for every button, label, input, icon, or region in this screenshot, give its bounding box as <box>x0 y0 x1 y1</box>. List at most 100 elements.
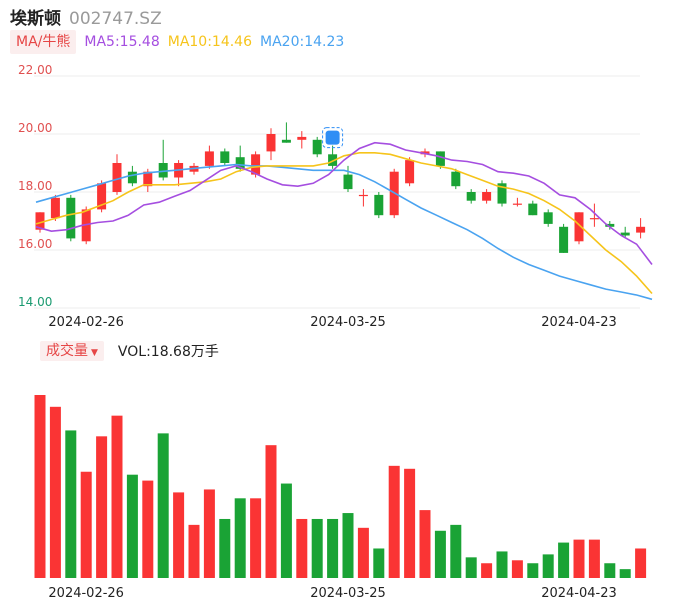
candle-body <box>543 212 553 224</box>
volume-bar <box>604 563 616 578</box>
candle-body <box>35 212 45 230</box>
candle-body <box>559 226 569 253</box>
volume-bar <box>404 468 416 578</box>
volume-bar <box>96 436 108 578</box>
volume-bar <box>65 430 77 578</box>
candle <box>482 189 492 204</box>
volume-bar <box>573 539 585 578</box>
volume-bar <box>250 498 262 578</box>
candle-body <box>358 194 368 197</box>
ma5-legend: MA5:15.48 <box>84 34 160 50</box>
ma10-line <box>35 152 653 295</box>
volume-bar <box>342 513 354 578</box>
volume-bar <box>111 415 123 578</box>
candle <box>343 165 353 192</box>
volume-bar <box>511 560 523 578</box>
candle <box>636 218 646 239</box>
x-tick-label: 2024-03-25 <box>310 586 386 601</box>
y-tick-label: 16.00 <box>18 237 52 251</box>
volume-bar <box>558 542 570 578</box>
x-tick-label: 2024-02-26 <box>48 315 124 330</box>
candle <box>589 203 599 227</box>
ma-lines <box>35 141 653 301</box>
candle <box>50 194 60 221</box>
candle-body <box>235 157 245 169</box>
volume-bar <box>157 433 169 578</box>
candle <box>266 128 276 161</box>
volume-bar <box>126 474 138 578</box>
volume-bar <box>234 498 246 578</box>
volume-bar <box>327 518 339 578</box>
x-tick-label: 2024-04-23 <box>541 586 617 601</box>
volume-bar <box>373 548 385 578</box>
candle-body <box>589 218 599 220</box>
candle-body <box>97 183 107 210</box>
candle <box>312 136 322 158</box>
candle-body <box>435 151 445 166</box>
candle <box>405 157 415 187</box>
ma10-legend: MA10:14.46 <box>167 34 253 50</box>
candle-body <box>405 160 415 184</box>
ma-indicator-selector[interactable]: MA/牛熊 <box>10 30 77 54</box>
volume-bar <box>419 510 431 578</box>
candle-body <box>497 183 507 204</box>
y-tick-label: 20.00 <box>18 121 52 135</box>
volume-indicator-selector[interactable]: 成交量 ▼ <box>40 341 104 361</box>
candle <box>512 197 522 207</box>
candle-body <box>251 154 261 175</box>
volume-bar <box>588 539 600 578</box>
event-marker-icon[interactable] <box>325 130 340 145</box>
candle <box>174 160 184 187</box>
candle-body <box>574 212 584 242</box>
candle <box>158 139 168 181</box>
candle-body <box>328 154 338 166</box>
candle <box>66 194 76 242</box>
volume-bar <box>481 563 493 578</box>
candle <box>97 180 107 213</box>
volume-bar <box>219 518 231 578</box>
ma5-line <box>35 141 653 265</box>
x-tick-label: 2024-04-23 <box>541 315 617 330</box>
volume-bar <box>80 471 92 578</box>
candle-body <box>143 171 153 187</box>
x-tick-label: 2024-03-25 <box>310 315 386 330</box>
volume-tag-label: 成交量 <box>46 343 88 359</box>
candle <box>528 200 538 216</box>
event-marker[interactable] <box>322 127 344 149</box>
candle-body <box>512 203 522 205</box>
candle <box>466 189 476 204</box>
volume-bar <box>527 563 539 578</box>
candle-body <box>297 136 307 140</box>
x-axis-labels: 2024-02-26 2024-02-26 2024-03-25 2024-03-25… <box>48 315 616 601</box>
candle <box>281 122 291 143</box>
y-tick-label: 18.00 <box>18 179 52 193</box>
candle-body <box>451 171 461 187</box>
volume-bar <box>34 395 46 578</box>
y-tick-label: 14.00 <box>18 295 52 309</box>
candle <box>204 145 214 169</box>
candle-body <box>266 134 276 152</box>
volume-bar <box>388 465 400 578</box>
volume-bar <box>357 527 369 578</box>
ma-legend: MA/牛熊 MA5:15.48 MA10:14.46 MA20:14.23 <box>10 30 344 54</box>
candle <box>605 221 615 230</box>
candle-body <box>374 194 384 216</box>
volume-bar <box>496 551 508 578</box>
candle-body <box>620 232 630 236</box>
candle <box>297 131 307 149</box>
candle <box>497 180 507 207</box>
candle-body <box>158 163 168 178</box>
volume-bar <box>635 548 647 578</box>
dropdown-arrow-icon: ▼ <box>91 348 98 358</box>
y-tick-label: 22.00 <box>18 63 52 77</box>
candle <box>620 226 630 239</box>
ma20-legend: MA20:14.23 <box>260 34 345 50</box>
candle-body <box>482 192 492 201</box>
volume-bar <box>450 524 462 578</box>
candle-body <box>636 226 646 233</box>
candle-body <box>343 174 353 190</box>
candle <box>328 145 338 169</box>
x-tick-label: 2024-02-26 <box>48 586 124 601</box>
candle <box>559 223 569 253</box>
